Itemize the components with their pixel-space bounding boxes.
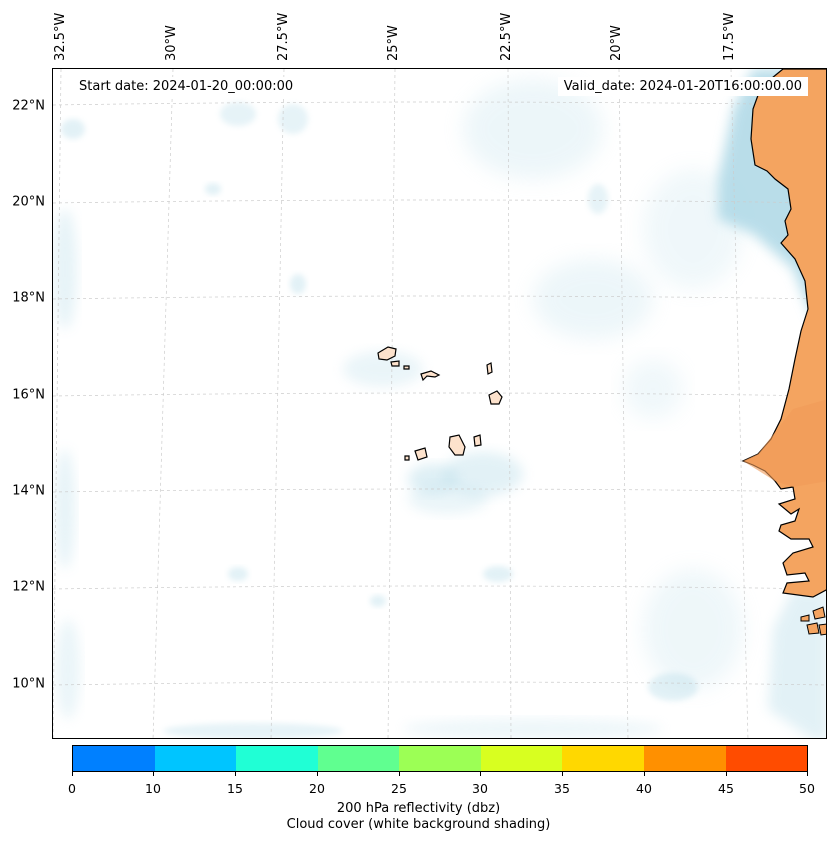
colorbar-segment-7 [643,746,726,771]
colorbar-tick-50: 50 [799,781,815,796]
colorbar-segment-6 [562,746,644,771]
africa-land [741,69,826,598]
lat-label-14n: 14°N [12,483,45,499]
colorbar-tick-0: 0 [68,781,76,796]
colorbar-segment-0 [73,746,155,771]
lon-label-17-5w: 17.5°W [722,12,737,61]
graticule [53,69,826,738]
colorbar-tick-20: 20 [309,781,325,796]
lat-label-12n: 12°N [12,579,45,595]
colorbar-label-reflectivity: 200 hPa reflectivity (dbz) [336,801,501,816]
colorbar-tick-35: 35 [554,781,570,796]
map-panel[interactable]: Start date: 2024-01-20_00:00:00 Valid_da… [52,68,827,739]
colorbar-segment-3 [317,746,400,771]
cape-verde-islands [377,346,503,461]
island-boa-vista [488,390,503,405]
start-date-label: Start date: 2024-01-20_00:00:00 [73,77,300,96]
bissagos-islands [800,606,826,636]
island-santo-antao [377,346,397,361]
lon-label-30w: 30°W [164,25,179,61]
island-santiago [448,434,466,456]
lat-label-16n: 16°N [12,387,45,403]
lat-label-10n: 10°N [12,676,45,692]
lat-label-20n: 20°N [12,194,45,210]
lat-label-18n: 18°N [12,290,45,306]
lon-label-27-5w: 27.5°W [276,12,291,61]
colorbar-segment-1 [154,746,237,771]
colorbar-tick-15: 15 [227,781,243,796]
lon-label-20w: 20°W [609,25,624,61]
colorbar-label-cloud-cover: Cloud cover (white background shading) [286,817,551,832]
lat-label-22n: 22°N [12,98,45,114]
reflectivity-colorbar [72,745,808,772]
lon-label-32-5w: 32.5°W [53,12,68,61]
island-maio [473,434,482,447]
colorbar-tick-40: 40 [636,781,652,796]
island-santa-luzia [403,365,410,370]
valid-date-label: Valid_date: 2024-01-20T16:00:00.00 [557,77,808,96]
colorbar-segment-4 [399,746,481,771]
colorbar-tick-30: 30 [472,781,488,796]
island-sao-nicolau [420,370,441,382]
colorbar-tick-25: 25 [391,781,407,796]
lon-label-25w: 25°W [386,25,401,61]
cloud-cover-shading [53,69,826,738]
map-canvas [53,69,826,738]
lon-label-22-5w: 22.5°W [499,12,514,61]
colorbar-segment-8 [725,746,808,771]
island-brava [404,455,410,461]
colorbar-segment-5 [480,746,563,771]
island-sal [486,362,493,375]
island-sao-vicente [390,360,400,367]
colorbar-segment-2 [236,746,318,771]
colorbar-label: 200 hPa reflectivity (dbz) Cloud cover (… [0,801,837,833]
colorbar-tick-10: 10 [145,781,161,796]
colorbar-tick-45: 45 [718,781,734,796]
island-fogo [414,447,428,461]
